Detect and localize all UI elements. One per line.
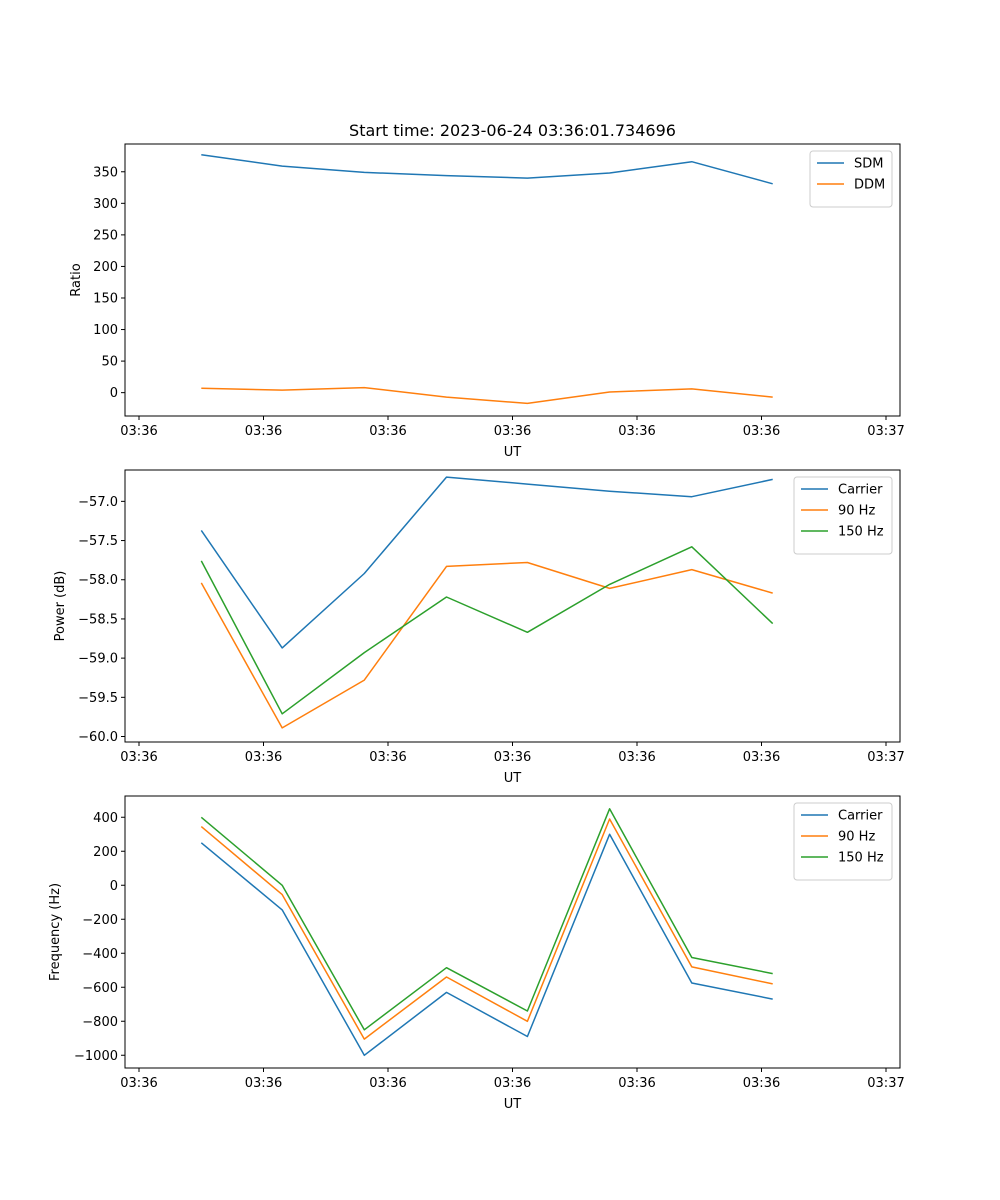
y-tick-label: −57.5 xyxy=(78,534,118,549)
x-tick-label: 03:36 xyxy=(618,1076,655,1091)
series-line-carrier xyxy=(200,833,773,1057)
x-tick-label: 03:37 xyxy=(867,424,904,439)
y-tick-label: 200 xyxy=(93,845,118,860)
axes-frame xyxy=(124,795,901,1069)
y-tick-label: −57.0 xyxy=(78,495,118,510)
x-tick-label: 03:36 xyxy=(743,424,780,439)
x-axis-label: UT xyxy=(504,445,522,460)
x-tick-label: 03:36 xyxy=(120,424,157,439)
x-tick-label: 03:36 xyxy=(369,424,406,439)
axes-frame xyxy=(124,143,901,417)
x-tick-label: 03:36 xyxy=(494,1076,531,1091)
series-line-150-hz xyxy=(200,546,774,715)
y-tick-label: −60.0 xyxy=(78,730,118,745)
y-axis-label: Frequency (Hz) xyxy=(48,883,63,981)
legend-label: Carrier xyxy=(838,809,883,824)
x-tick-label: 03:37 xyxy=(867,750,904,765)
series-line-90-hz xyxy=(200,561,773,729)
x-tick-label: 03:36 xyxy=(743,750,780,765)
x-tick-label: 03:36 xyxy=(494,424,531,439)
y-tick-label: −1000 xyxy=(74,1049,118,1064)
y-tick-label: −59.5 xyxy=(78,691,118,706)
y-tick-label: 250 xyxy=(93,228,118,243)
y-tick-label: −59.0 xyxy=(78,652,118,667)
y-tick-label: 150 xyxy=(93,291,118,306)
legend-label: 150 Hz xyxy=(838,851,884,866)
chart-3: 03:36 03:36 03:36 03:36 03:36 03:36 03:37 −1000… xyxy=(48,795,905,1112)
chart-2: 03:36 03:36 03:36 03:36 03:36 03:36 03:37 −60.0… xyxy=(53,469,905,786)
x-tick-label: 03:36 xyxy=(245,750,282,765)
y-tick-label: 200 xyxy=(93,260,118,275)
legend-label: 90 Hz xyxy=(838,504,875,519)
y-tick-label: 0 xyxy=(110,879,118,894)
y-tick-label: 0 xyxy=(110,386,118,401)
y-tick-label: 100 xyxy=(93,323,118,338)
x-tick-label: 03:36 xyxy=(369,750,406,765)
x-axis-label: UT xyxy=(504,771,522,786)
x-axis-label: UT xyxy=(504,1097,522,1112)
series-line-sdm xyxy=(201,153,773,185)
x-tick-label: 03:36 xyxy=(494,750,531,765)
legend-box xyxy=(793,802,893,881)
y-tick-label: −600 xyxy=(82,981,118,996)
y-tick-label: −800 xyxy=(82,1015,118,1030)
y-tick-label: 350 xyxy=(93,165,118,180)
x-tick-label: 03:36 xyxy=(618,750,655,765)
y-tick-label: 300 xyxy=(93,197,118,212)
y-tick-label: −200 xyxy=(82,913,118,928)
x-tick-label: 03:36 xyxy=(245,424,282,439)
series-line-90-hz xyxy=(200,818,773,1040)
x-tick-label: 03:36 xyxy=(245,1076,282,1091)
series-line-ddm xyxy=(201,386,773,405)
chart-1: 03:36 03:36 03:36 03:36 03:36 03:36 03:37 0 50 10… xyxy=(69,143,905,460)
series-line-carrier xyxy=(200,476,773,649)
legend-label: DDM xyxy=(854,178,885,193)
y-axis-label: Power (dB) xyxy=(53,571,68,642)
legend-label: 150 Hz xyxy=(838,525,884,540)
x-tick-label: 03:37 xyxy=(867,1076,904,1091)
y-tick-label: 50 xyxy=(101,355,118,370)
x-tick-label: 03:36 xyxy=(369,1076,406,1091)
x-tick-label: 03:36 xyxy=(618,424,655,439)
legend-label: SDM xyxy=(854,157,883,172)
legend-box xyxy=(793,476,893,555)
series-line-150-hz xyxy=(200,808,773,1031)
axes-frame xyxy=(124,469,901,743)
legend-box xyxy=(809,150,893,208)
y-tick-label: 400 xyxy=(93,811,118,826)
x-tick-label: 03:36 xyxy=(743,1076,780,1091)
y-axis-label: Ratio xyxy=(69,263,84,296)
legend-label: 90 Hz xyxy=(838,830,875,845)
subplots: 03:36 03:36 03:36 03:36 03:36 03:36 03:37 0 50 10… xyxy=(48,143,905,1112)
legend-label: Carrier xyxy=(838,483,883,498)
y-tick-label: −400 xyxy=(82,947,118,962)
x-tick-label: 03:36 xyxy=(120,750,157,765)
figure-title: Start time: 2023-06-24 03:36:01.734696 xyxy=(349,121,676,140)
y-tick-label: −58.5 xyxy=(78,612,118,627)
x-tick-label: 03:36 xyxy=(120,1076,157,1091)
y-tick-label: −58.0 xyxy=(78,573,118,588)
